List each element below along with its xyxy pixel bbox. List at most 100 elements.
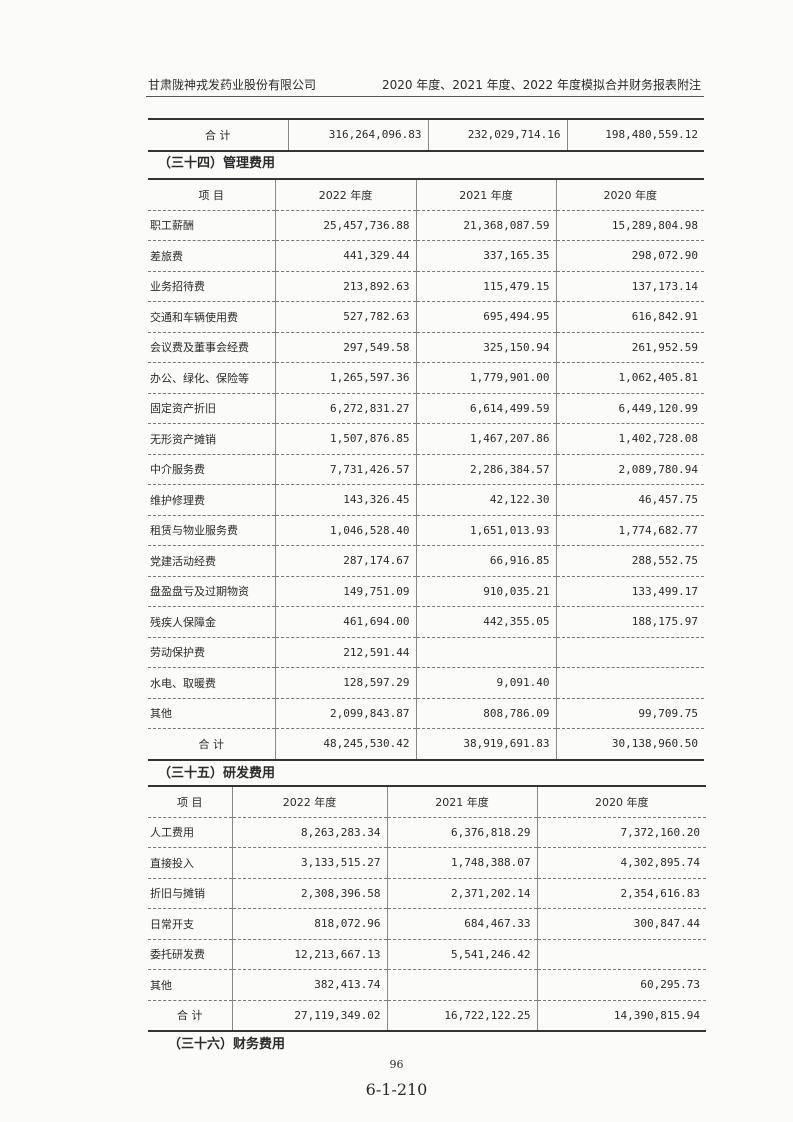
table-row: 日常开支 818,072.96 684,467.33 300,847.44 [148, 908, 706, 940]
cell: 6,376,818.29 [387, 817, 538, 848]
table-row: 中介服务费 7,731,426.57 2,286,384.57 2,089,780.9… [148, 454, 704, 485]
cell [537, 939, 706, 970]
cell: 8,263,283.34 [232, 817, 388, 848]
table-row: 交通和车辆使用费 527,782.63 695,494.95 616,842.91 [148, 301, 704, 333]
cell: 5,541,246.42 [387, 939, 538, 970]
page-number: 96 [389, 1058, 404, 1071]
cell: 1,774,682.77 [556, 515, 704, 546]
cell: 4,302,895.74 [537, 847, 706, 879]
company-name: 甘肃陇神戎发药业股份有限公司 [148, 78, 317, 92]
cell: 382,413.74 [232, 969, 388, 1001]
cell: 15,289,804.98 [556, 210, 704, 241]
table-row: 水电、取暖费 128,597.29 9,091.40 [148, 667, 704, 699]
table-row: 委托研发费 12,213,667.13 5,541,246.42 [148, 939, 706, 970]
cell: 808,786.09 [416, 698, 557, 729]
row-label: 办公、绿化、保险等 [148, 362, 276, 394]
cell [416, 637, 557, 668]
header-divider [146, 96, 704, 97]
total-label: 合 计 [148, 119, 289, 151]
cell: 3,133,515.27 [232, 847, 388, 879]
row-label: 党建活动经费 [148, 545, 276, 577]
table-row: 无形资产摊销 1,507,876.85 1,467,207.86 1,402,728.… [148, 423, 704, 455]
cell: 232,029,714.16 [428, 119, 568, 151]
cell: 66,916.85 [416, 545, 557, 577]
cell [556, 667, 704, 699]
cell: 213,892.63 [275, 271, 417, 302]
column-header: 2021 年度 [416, 179, 557, 211]
table-row: 固定资产折旧 6,272,831.27 6,614,499.59 6,449,120.… [148, 393, 704, 424]
cell: 137,173.14 [556, 271, 704, 302]
cell: 212,591.44 [275, 637, 417, 668]
table-row: 职工薪酬 25,457,736.88 21,368,087.59 15,289,804… [148, 210, 704, 241]
header-row: 项 目 2022 年度 2021 年度 2020 年度 [148, 179, 704, 211]
cell: 60,295.73 [537, 969, 706, 1001]
cell: 616,842.91 [556, 301, 704, 333]
cell: 99,709.75 [556, 698, 704, 729]
header-row: 项 目 2022 年度 2021 年度 2020 年度 [148, 786, 706, 818]
table-row: 维护修理费 143,326.45 42,122.30 46,457.75 [148, 484, 704, 516]
cell: 818,072.96 [232, 908, 388, 940]
cell: 461,694.00 [275, 606, 417, 638]
row-label: 折旧与摊销 [148, 878, 233, 909]
cell: 2,308,396.58 [232, 878, 388, 909]
cell: 1,651,013.93 [416, 515, 557, 546]
total-row: 合 计 48,245,530.42 38,919,691.83 30,138,960.… [148, 728, 704, 760]
table-row: 租赁与物业服务费 1,046,528.40 1,651,013.93 1,774,68… [148, 515, 704, 546]
row-label: 人工费用 [148, 817, 233, 848]
row-label: 业务招待费 [148, 271, 276, 302]
row-label: 职工薪酬 [148, 210, 276, 241]
cell: 143,326.45 [275, 484, 417, 516]
cell: 325,150.94 [416, 332, 557, 363]
rnd-expense-table: 项 目 2022 年度 2021 年度 2020 年度 人工费用 8,263,283.34… [148, 785, 706, 1032]
cell: 1,467,207.86 [416, 423, 557, 455]
table-row: 差旅费 441,329.44 337,165.35 298,072.90 [148, 240, 704, 272]
cell: 442,355.05 [416, 606, 557, 638]
cell: 115,479.15 [416, 271, 557, 302]
cell: 300,847.44 [537, 908, 706, 940]
row-label: 劳动保护费 [148, 637, 276, 668]
row-label: 差旅费 [148, 240, 276, 272]
cell [387, 969, 538, 1001]
cell: 14,390,815.94 [613, 1008, 700, 1022]
previous-table-total: 合 计 316,264,096.83 232,029,714.16 198,48… [148, 118, 704, 152]
cell: 198,480,559.12 [605, 128, 698, 142]
column-header: 2020 年度 [537, 786, 706, 818]
cell: 316,264,096.83 [288, 119, 429, 151]
cell: 2,286,384.57 [416, 454, 557, 485]
report-title: 2020 年度、2021 年度、2022 年度模拟合并财务报表附注 [381, 78, 701, 92]
cell: 133,499.17 [556, 576, 704, 607]
cell: 16,722,122.25 [387, 1000, 538, 1031]
cell: 1,062,405.81 [556, 362, 704, 394]
row-label: 残疾人保障金 [148, 606, 276, 638]
column-header: 项 目 [148, 786, 233, 818]
row-label: 水电、取暖费 [148, 667, 276, 699]
section-title-admin: （三十四）管理费用 [158, 156, 276, 171]
section-title-rnd: （三十五）研发费用 [158, 766, 276, 781]
cell: 261,952.59 [556, 332, 704, 363]
cell: 288,552.75 [556, 545, 704, 577]
row-label: 租赁与物业服务费 [148, 515, 276, 546]
table-row: 其他 382,413.74 60,295.73 [148, 969, 706, 1001]
cell: 2,371,202.14 [387, 878, 538, 909]
cell: 2,089,780.94 [556, 454, 704, 485]
row-label: 委托研发费 [148, 939, 233, 970]
total-row: 合 计 27,119,349.02 16,722,122.25 14,390,815.… [148, 1000, 706, 1031]
row-label: 无形资产摊销 [148, 423, 276, 455]
table-row: 其他 2,099,843.87 808,786.09 99,709.75 [148, 698, 704, 729]
cell: 21,368,087.59 [416, 210, 557, 241]
column-header: 项 目 [148, 179, 276, 211]
cell: 287,174.67 [275, 545, 417, 577]
cell: 695,494.95 [416, 301, 557, 333]
row-label: 其他 [148, 698, 276, 729]
cell: 149,751.09 [275, 576, 417, 607]
cell: 297,549.58 [275, 332, 417, 363]
cell: 684,467.33 [387, 908, 538, 940]
table-row: 折旧与摊销 2,308,396.58 2,371,202.14 2,354,616.8… [148, 878, 706, 909]
cell: 46,457.75 [556, 484, 704, 516]
section-title-finance: （三十六）财务费用 [168, 1037, 286, 1052]
row-label: 直接投入 [148, 847, 233, 879]
column-header: 2021 年度 [387, 786, 538, 818]
table-row: 业务招待费 213,892.63 115,479.15 137,173.14 [148, 271, 704, 302]
document-code: 6-1-210 [365, 1080, 428, 1099]
cell: 441,329.44 [275, 240, 417, 272]
